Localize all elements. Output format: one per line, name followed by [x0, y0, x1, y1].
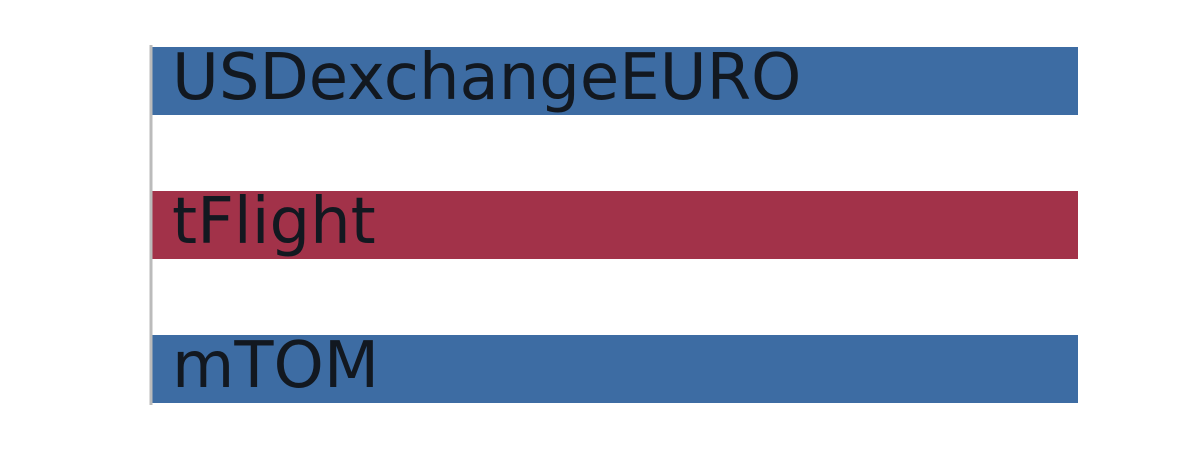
bar-1 [152, 191, 1078, 259]
bar-label-1: tFlight [172, 185, 376, 259]
bar-label-2: mTOM [172, 329, 379, 403]
bars-group [152, 47, 1078, 403]
bar-0 [152, 47, 1078, 115]
bar-2 [152, 335, 1078, 403]
bar-label-0: USDexchangeEURO [172, 41, 801, 115]
bar-labels-group: USDexchangeEURO tFlight mTOM [172, 41, 801, 403]
